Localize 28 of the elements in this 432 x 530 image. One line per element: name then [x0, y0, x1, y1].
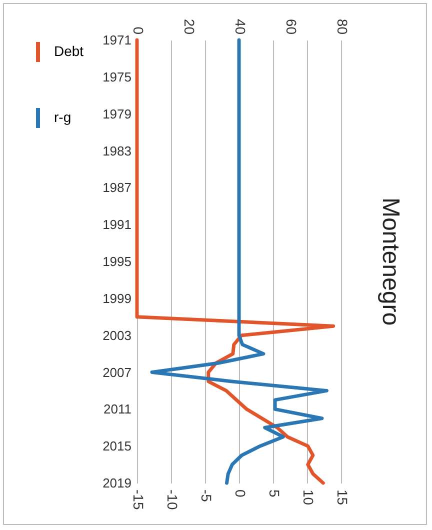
x-tick-label: -10 — [164, 490, 180, 510]
x2-tick-label: 20 — [182, 18, 198, 35]
text: Montenegro — [377, 197, 404, 326]
x2-tick-label: 0 — [130, 26, 146, 35]
legend-label: r-g — [54, 109, 72, 125]
x-tick-label: 10 — [300, 490, 316, 506]
x2-tick-label: 40 — [232, 18, 248, 35]
x2-tick-label: 60 — [284, 18, 300, 35]
y-tick-label: 1987 — [102, 180, 132, 196]
y-tick-label: 2019 — [102, 476, 132, 490]
y-tick-label: 1971 — [102, 32, 132, 48]
x2-tick-label: 80 — [334, 18, 350, 35]
x-tick-label: -15 — [130, 490, 146, 510]
y-tick-label: 2011 — [104, 402, 132, 417]
x-tick-label: 15 — [334, 490, 350, 506]
y-tick-label: 1979 — [102, 106, 132, 122]
y-tick-label: 2003 — [102, 328, 132, 343]
x-tick-label: 0 — [232, 490, 248, 498]
y-tick-label: 1975 — [102, 69, 132, 84]
y-tick-label: 2015 — [102, 438, 132, 454]
y-tick-label: 1983 — [102, 143, 132, 158]
y-tick-label: 1991 — [102, 217, 132, 232]
y-tick-label: 1999 — [102, 290, 132, 306]
x-tick-label: 5 — [266, 490, 282, 498]
legend-label: Debt — [54, 43, 84, 59]
y-tick-label: 1995 — [102, 254, 132, 269]
x-tick-label: -5 — [198, 490, 214, 502]
y-tick-label: 2007 — [102, 364, 132, 380]
